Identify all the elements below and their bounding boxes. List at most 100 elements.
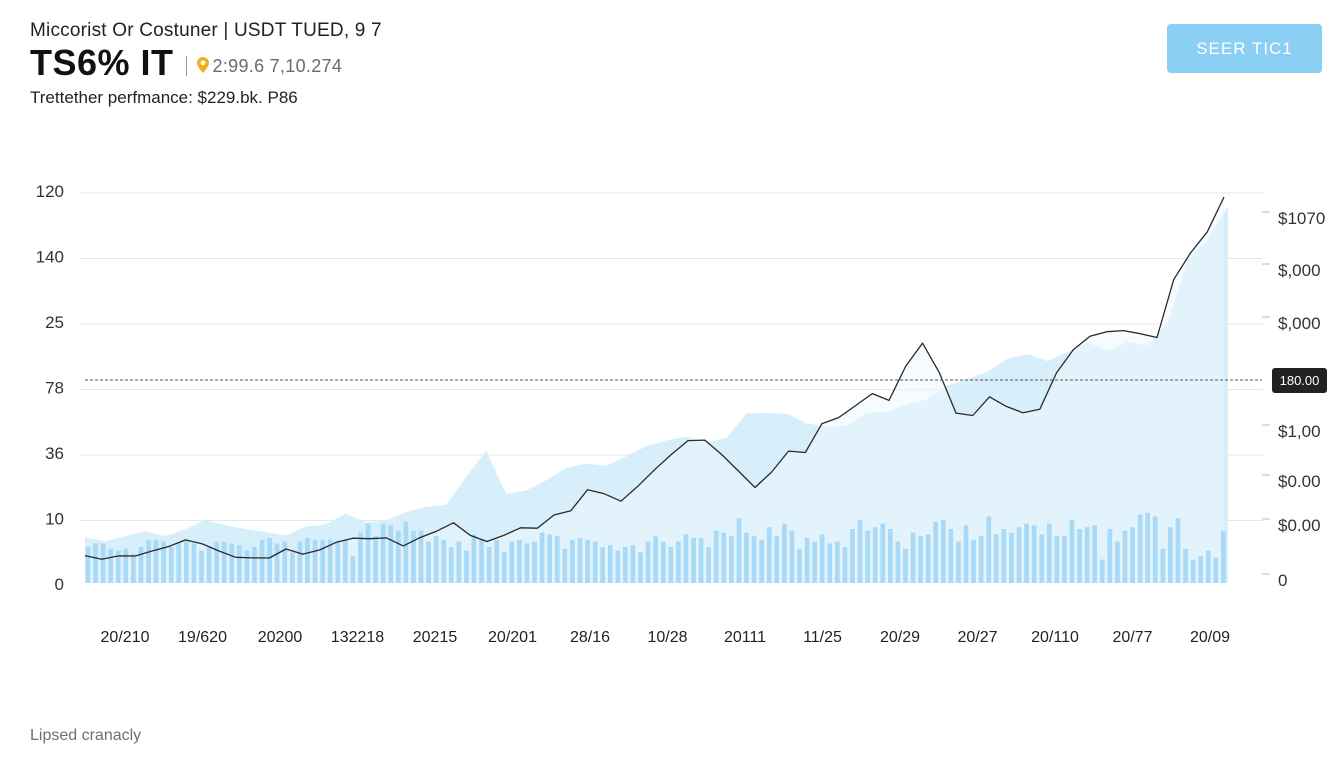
volume-bar (1039, 534, 1045, 583)
volume-bar (554, 536, 560, 583)
location-pin-icon (196, 57, 209, 73)
volume-bar (1069, 520, 1075, 583)
volume-bar (509, 541, 515, 583)
footer-caption: Lipsed cranacly (30, 727, 142, 744)
volume-bar (948, 529, 954, 583)
volume-bar (797, 548, 802, 583)
right-axis-tick: $0.00 (1278, 516, 1321, 535)
volume-bar (1160, 548, 1166, 583)
volume-bar (660, 541, 666, 583)
left-axis-tick: 140 (36, 248, 64, 267)
volume-bar (721, 532, 727, 583)
volume-bar (403, 521, 409, 583)
area-layer (85, 198, 1228, 583)
price-band (85, 198, 1224, 583)
volume-bar (963, 525, 969, 583)
volume-bar (259, 539, 265, 583)
volume-bar (532, 541, 537, 583)
volume-bar (1024, 523, 1029, 583)
left-axis-tick: 0 (55, 575, 64, 594)
volume-bar (978, 536, 984, 583)
volume-bars (85, 512, 1226, 583)
ticker-row: TS6% IT 2:99.6 7,10.274 (30, 42, 342, 84)
volume-bar (698, 538, 704, 583)
volume-bar (206, 547, 212, 583)
volume-bar (956, 541, 961, 583)
volume-bar (282, 541, 288, 583)
volume-bar (327, 539, 333, 583)
volume-bar (365, 523, 371, 583)
volume-bar (191, 543, 197, 583)
volume-bar (1183, 548, 1188, 583)
x-axis-tick: 20/09 (1190, 629, 1230, 646)
volume-bar (471, 534, 477, 583)
volume-bar (729, 536, 734, 583)
x-axis-tick: 20/201 (488, 629, 537, 646)
see-ticker-button[interactable]: SEER TIC1 (1167, 24, 1322, 73)
volume-bar (539, 532, 545, 583)
volume-bar (888, 529, 893, 583)
volume-bar (562, 548, 568, 583)
volume-bar (146, 539, 151, 583)
x-axis-tick: 20111 (724, 629, 766, 646)
volume-bar (1016, 527, 1022, 583)
volume-bar (320, 539, 325, 583)
volume-bar (380, 523, 386, 583)
volume-bar (615, 550, 621, 583)
volume-bar (1168, 527, 1173, 583)
volume-bar (1001, 529, 1007, 583)
volume-bar (600, 547, 605, 583)
volume-bar (448, 547, 454, 583)
volume-bar (486, 547, 492, 583)
volume-bar (835, 541, 840, 583)
volume-bar (865, 530, 870, 583)
performance-summary: Trettether perfmance: $229.bk. P86 (30, 88, 298, 107)
volume-bar (161, 541, 166, 583)
x-axis-tick: 20215 (413, 629, 458, 646)
volume-bar (986, 516, 992, 583)
right-axis-tick: $,000 (1278, 261, 1321, 280)
reference-flag (1272, 368, 1327, 393)
volume-bar (115, 550, 121, 583)
volume-bar (1152, 516, 1158, 583)
x-axis-tick: 28/16 (570, 629, 610, 646)
volume-bar (433, 536, 439, 583)
x-axis-tick: 20/110 (1031, 629, 1079, 646)
volume-bar (1205, 550, 1211, 583)
volume-bar (736, 518, 742, 583)
left-axis-tick: 78 (45, 379, 64, 398)
volume-bar (819, 534, 825, 583)
volume-bar (501, 552, 507, 583)
volume-bar (971, 539, 976, 583)
volume-bar (274, 543, 280, 583)
volume-bar (759, 539, 764, 583)
volume-bar (1054, 536, 1060, 583)
volume-bar (214, 541, 219, 583)
volume-bar (766, 527, 772, 583)
volume-bar (343, 539, 348, 583)
volume-bar (1107, 529, 1113, 583)
chart-subtitle: Miccorist Or Costuner | USDT TUED, 9 7 (30, 20, 382, 41)
volume-bar (479, 539, 484, 583)
volume-bar (138, 547, 144, 583)
x-axis-tick: 132218 (331, 629, 384, 646)
x-axis-tick: 20200 (258, 629, 303, 646)
volume-bar (441, 539, 447, 583)
volume-bar (267, 538, 272, 583)
volume-bar (1062, 536, 1067, 583)
volume-bar (850, 529, 855, 583)
volume-bar (100, 543, 106, 583)
volume-bar (1084, 527, 1090, 583)
volume-bar (585, 539, 590, 583)
volume-bar (1130, 527, 1135, 583)
volume-bar (653, 536, 658, 583)
volume-bar (1198, 556, 1203, 583)
ticker-divider (185, 56, 187, 76)
volume-bar (252, 547, 257, 583)
volume-bar (123, 548, 129, 583)
x-axis-tick: 10/28 (647, 629, 687, 646)
volume-bar (517, 539, 522, 583)
volume-bar (1099, 559, 1105, 583)
volume-bar (645, 541, 651, 583)
volume-bar (244, 550, 250, 583)
